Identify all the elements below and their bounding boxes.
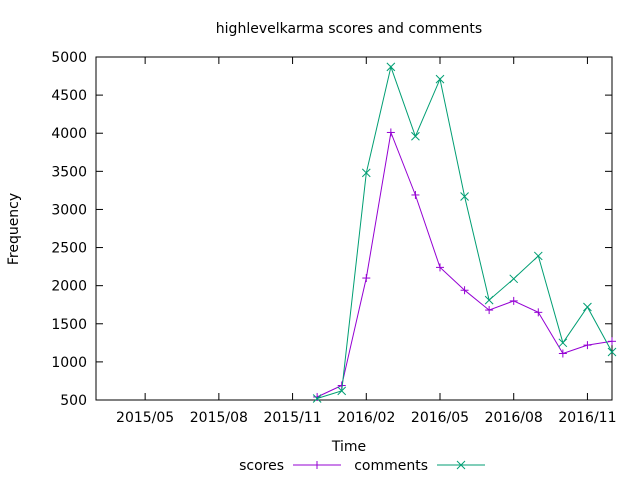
- data-point-plus: [313, 461, 321, 469]
- data-point-cross: [460, 192, 469, 201]
- series-layer: [312, 62, 617, 403]
- x-axis-label: Time: [331, 439, 366, 455]
- legend: scores comments: [239, 458, 485, 474]
- data-point-cross: [533, 251, 543, 261]
- y-tick-label: 2500: [51, 241, 87, 257]
- legend-label: comments: [354, 458, 428, 474]
- data-point-cross: [456, 460, 466, 470]
- data-point-plus: [436, 263, 444, 272]
- data-point-plus: [313, 392, 322, 401]
- data-point-cross: [484, 295, 494, 305]
- data-point-plus: [509, 296, 518, 305]
- y-tick-label: 500: [60, 393, 87, 409]
- data-point-plus: [534, 308, 543, 317]
- data-point-cross: [583, 302, 592, 312]
- series-comments: [312, 62, 617, 403]
- marker-stroke: [435, 74, 445, 84]
- y-tick-label: 3000: [51, 202, 87, 218]
- data-point-plus: [362, 274, 371, 283]
- marker-stroke: [386, 62, 396, 72]
- y-tick-label: 3500: [51, 164, 87, 180]
- y-axis-label: Frequency: [6, 193, 22, 265]
- x-tick-label: 2016/02: [337, 410, 395, 426]
- series-line-scores: [316, 130, 613, 398]
- marker-stroke: [411, 131, 420, 141]
- legend-item-comments: comments: [354, 458, 485, 474]
- legend-label: scores: [239, 458, 284, 474]
- x-tick-label: 2015/08: [190, 410, 248, 426]
- data-point-plus: [608, 337, 616, 346]
- marker-stroke: [456, 460, 466, 470]
- y-tick-label: 5000: [51, 50, 87, 66]
- data-point-cross: [386, 62, 396, 72]
- data-point-cross: [509, 274, 519, 284]
- data-point-cross: [337, 386, 347, 396]
- x-tick-label: 2016/08: [485, 410, 543, 426]
- data-point-plus: [386, 128, 395, 137]
- data-point-cross: [312, 394, 322, 403]
- data-point-cross: [411, 131, 420, 141]
- marker-stroke: [583, 302, 592, 312]
- marker-stroke: [312, 394, 322, 403]
- x-tick-label: 2015/11: [263, 410, 321, 426]
- data-point-cross: [607, 347, 617, 357]
- data-point-plus: [583, 341, 592, 350]
- data-point-cross: [435, 74, 445, 84]
- data-point-plus: [485, 306, 494, 315]
- x-tick-label: 2015/05: [116, 410, 174, 426]
- y-tick-label: 4500: [51, 88, 87, 104]
- marker-stroke: [337, 386, 347, 396]
- marker-stroke: [607, 347, 617, 357]
- chart-title: highlevelkarma scores and comments: [216, 21, 482, 37]
- marker-stroke: [509, 274, 519, 284]
- data-point-plus: [558, 349, 567, 358]
- marker-stroke: [460, 192, 469, 201]
- y-tick-label: 1000: [51, 355, 87, 371]
- plot-frame: [95, 56, 613, 401]
- marker-stroke: [361, 168, 371, 178]
- data-point-cross: [361, 168, 371, 178]
- marker-stroke: [484, 295, 494, 305]
- data-point-plus: [460, 286, 469, 295]
- data-point-plus: [411, 190, 420, 199]
- y-tick-label: 1500: [51, 317, 87, 333]
- marker-stroke: [558, 338, 568, 348]
- y-tick-label: 4000: [51, 126, 87, 142]
- x-tick-label: 2016/05: [411, 410, 469, 426]
- series-scores: [313, 128, 616, 401]
- data-point-cross: [558, 338, 568, 348]
- x-tick-label: 2016/11: [558, 410, 616, 426]
- series-line-comments: [316, 65, 613, 399]
- marker-stroke: [533, 251, 543, 261]
- legend-item-scores: scores: [239, 458, 341, 474]
- axes: 500 1000 1500 2000 2500 3000 3500 4000 4500 5000 2…: [51, 50, 616, 426]
- y-tick-label: 2000: [51, 279, 87, 295]
